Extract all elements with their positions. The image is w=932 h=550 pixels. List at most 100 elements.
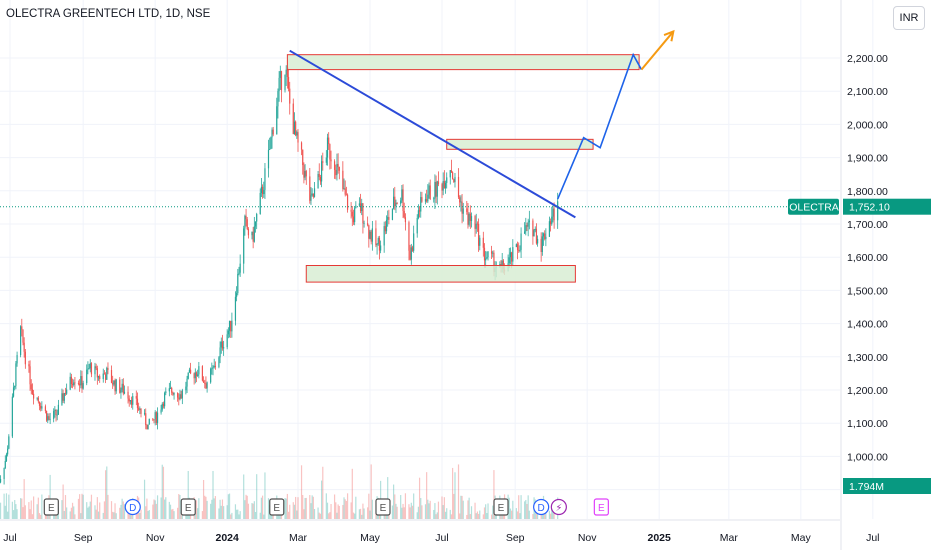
event-marker-e[interactable]: E bbox=[493, 498, 509, 516]
volume-bar bbox=[416, 512, 418, 519]
candle-body bbox=[330, 159, 332, 162]
volume-bar bbox=[408, 504, 410, 519]
volume-bar bbox=[127, 510, 129, 519]
volume-bar bbox=[119, 507, 121, 519]
volume-bar bbox=[358, 509, 360, 519]
candle-body bbox=[132, 396, 134, 405]
volume-bar bbox=[221, 499, 224, 519]
volume-bar bbox=[89, 501, 91, 519]
candle-body bbox=[0, 479, 2, 483]
candle-body bbox=[387, 216, 389, 220]
volume-bar bbox=[267, 498, 270, 519]
candle-body bbox=[33, 393, 35, 399]
volume-bar bbox=[525, 499, 527, 519]
volume-bar bbox=[28, 502, 30, 519]
volume-bar bbox=[368, 493, 370, 519]
candle-body bbox=[409, 250, 411, 260]
volume-bar bbox=[444, 511, 447, 519]
candle-body bbox=[545, 236, 547, 240]
volume-bar bbox=[387, 477, 389, 519]
candle-body bbox=[31, 389, 34, 394]
candle-body bbox=[500, 264, 502, 266]
volume-bar bbox=[286, 493, 288, 519]
volume-bar bbox=[475, 513, 477, 519]
earnings-marker-box bbox=[43, 498, 59, 516]
volume-bar bbox=[378, 514, 381, 519]
candle-body bbox=[509, 252, 512, 258]
volume-bar bbox=[210, 503, 212, 519]
candle-body bbox=[520, 233, 522, 250]
candle-body bbox=[37, 397, 39, 402]
candle-body bbox=[14, 385, 16, 388]
volume-bar bbox=[236, 509, 238, 519]
candle-body bbox=[22, 329, 24, 343]
volume-bar bbox=[375, 513, 377, 519]
volume-bar bbox=[169, 504, 172, 519]
volume-bar bbox=[395, 503, 397, 519]
volume-bar bbox=[311, 495, 313, 519]
event-marker-e[interactable]: E bbox=[180, 498, 196, 516]
candle-body bbox=[121, 383, 123, 390]
candle-body bbox=[156, 412, 159, 423]
volume-bar bbox=[264, 472, 266, 519]
candle-body bbox=[362, 203, 364, 224]
currency-button[interactable]: INR bbox=[893, 6, 925, 30]
candle-body bbox=[128, 398, 130, 402]
volume-bar bbox=[322, 466, 324, 519]
volume-bar bbox=[143, 479, 146, 519]
candle-body bbox=[460, 201, 462, 203]
candle-body bbox=[96, 368, 98, 378]
volume-bar bbox=[66, 507, 68, 519]
volume-bar bbox=[0, 502, 2, 519]
candle-body bbox=[29, 366, 31, 385]
candle-body bbox=[138, 408, 140, 410]
candle-body bbox=[312, 193, 314, 197]
candle-body bbox=[234, 296, 237, 321]
candle-body bbox=[263, 189, 265, 195]
volume-bar bbox=[49, 474, 51, 519]
candle-body bbox=[139, 408, 141, 410]
volume-bar bbox=[5, 493, 8, 519]
candle-body bbox=[88, 368, 90, 370]
candle-body bbox=[56, 414, 58, 416]
candle-body bbox=[377, 238, 379, 245]
event-marker-e[interactable]: E bbox=[43, 498, 59, 516]
candle-body bbox=[70, 376, 72, 385]
volume-bar bbox=[321, 480, 323, 519]
candle-body bbox=[433, 198, 435, 200]
volume-bar bbox=[81, 493, 83, 519]
event-marker-e[interactable]: E bbox=[593, 498, 609, 516]
candle-body bbox=[179, 394, 181, 400]
time-tick-label: Jul bbox=[3, 532, 16, 544]
dividend-marker-label: D bbox=[538, 503, 545, 514]
volume-bar bbox=[449, 509, 451, 519]
volume-bar bbox=[511, 510, 513, 519]
volume-bar bbox=[152, 504, 154, 519]
event-marker-d[interactable]: D bbox=[533, 498, 550, 516]
candle-body bbox=[103, 373, 106, 375]
candle-body bbox=[537, 238, 539, 244]
volume-bar bbox=[418, 477, 421, 519]
event-marker-e[interactable]: E bbox=[375, 498, 391, 516]
event-marker-e[interactable]: E bbox=[269, 498, 285, 516]
volume-bar bbox=[403, 507, 405, 519]
candle-body bbox=[112, 382, 114, 385]
candle-body bbox=[154, 412, 156, 420]
event-marker-d[interactable]: D bbox=[124, 498, 141, 516]
candle-body bbox=[424, 199, 427, 202]
candle-body bbox=[485, 258, 487, 261]
volume-bar bbox=[245, 494, 247, 519]
volume-bar bbox=[297, 497, 299, 519]
volume-bar bbox=[113, 512, 115, 519]
candle-body bbox=[476, 223, 479, 225]
candle-body bbox=[295, 121, 297, 136]
volume-bar bbox=[114, 503, 116, 519]
event-marker-s[interactable]: ⚡ bbox=[550, 498, 567, 516]
candle-body bbox=[380, 245, 382, 251]
candle-body bbox=[212, 367, 214, 369]
volume-bar bbox=[205, 496, 207, 519]
volume-bar bbox=[317, 507, 319, 519]
candle-body bbox=[502, 260, 504, 270]
volume-bar bbox=[532, 514, 534, 519]
